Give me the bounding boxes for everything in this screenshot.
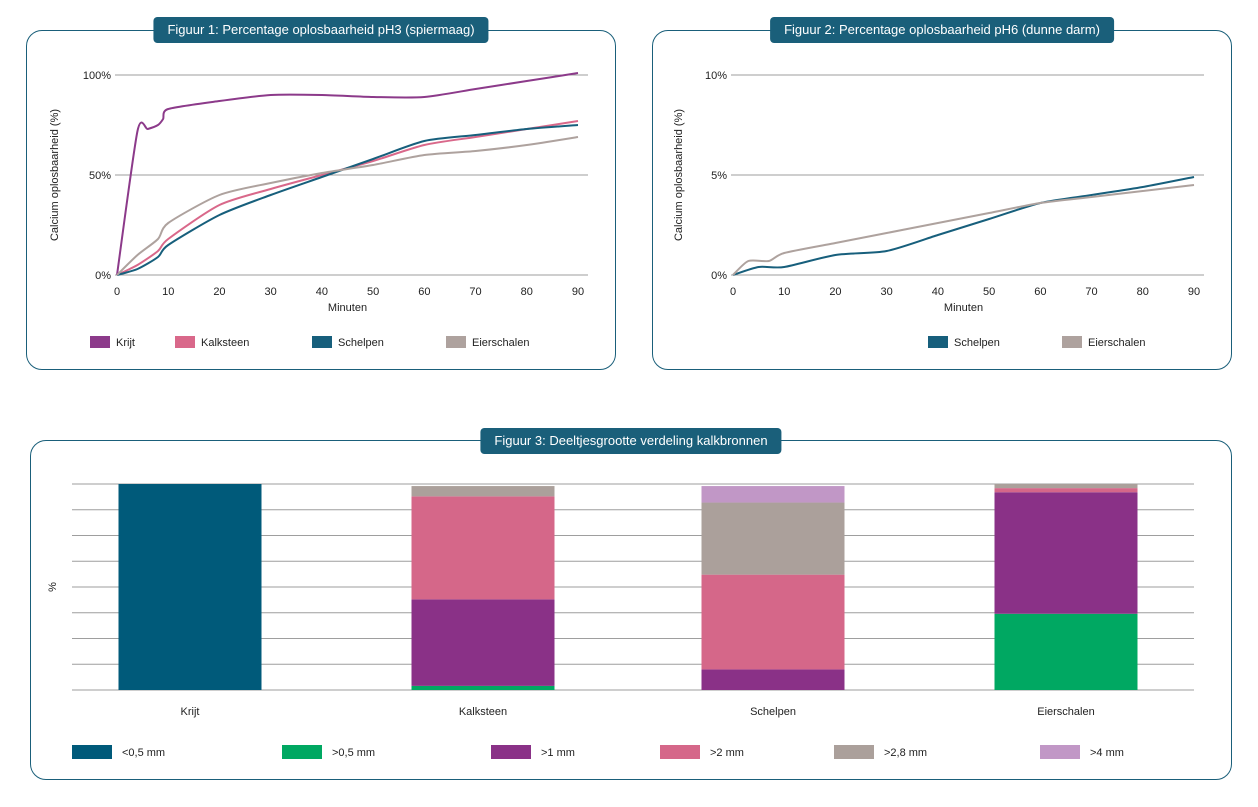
bar-segment-kalksteen-1-mm (411, 599, 555, 686)
x-tick-label: 60 (1034, 286, 1046, 298)
x-tick-label: 50 (367, 286, 379, 298)
bar-segment-eierschalen-1-mm (994, 492, 1138, 614)
y-tick-label: 50% (89, 170, 111, 182)
bar-segment-schelpen-2-mm (701, 574, 845, 670)
x-tick-label: 40 (316, 286, 328, 298)
bar-segment-eierschalen-2-mm (994, 488, 1138, 493)
legend-label-2-8-mm: >2,8 mm (884, 747, 927, 759)
legend-swatch-krijt (90, 336, 110, 348)
legend-label-schelpen: Schelpen (954, 337, 1000, 349)
series-line-schelpen (116, 124, 579, 276)
x-axis-label: Minuten (944, 302, 983, 314)
legend-swatch-2-mm (660, 745, 700, 759)
x-tick-label: 0 (114, 286, 120, 298)
bar-segment-schelpen-4-mm (701, 486, 845, 503)
figure-3-title: Figuur 3: Deeltjesgrootte verdeling kalk… (480, 428, 782, 454)
legend-label-0-5-mm: <0,5 mm (122, 747, 165, 759)
legend-label-4-mm: >4 mm (1090, 747, 1124, 759)
x-tick-label: 30 (881, 286, 893, 298)
legend-swatch-0-5-mm (72, 745, 112, 759)
legend-label-2-mm: >2 mm (710, 747, 744, 759)
x-tick-label: 50 (983, 286, 995, 298)
legend-swatch-2-8-mm (834, 745, 874, 759)
x-tick-label: 10 (162, 286, 174, 298)
x-tick-label: 90 (572, 286, 584, 298)
figure-2-title: Figuur 2: Percentage oplosbaarheid pH6 (… (770, 17, 1114, 43)
x-tick-label: 40 (932, 286, 944, 298)
x-tick-label: 70 (469, 286, 481, 298)
y-tick-label: 100% (83, 70, 111, 82)
x-tick-label: Schelpen (750, 706, 796, 718)
legend-label-eierschalen: Eierschalen (472, 337, 529, 349)
x-axis-label: Minuten (328, 302, 367, 314)
legend-swatch-kalksteen (175, 336, 195, 348)
y-tick-label: 10% (705, 70, 727, 82)
bar-segment-schelpen-1-mm (701, 669, 845, 690)
legend-swatch-4-mm (1040, 745, 1080, 759)
legend-swatch-eierschalen (446, 336, 466, 348)
figure-1-title: Figuur 1: Percentage oplosbaarheid pH3 (… (153, 17, 489, 43)
x-tick-label: 80 (521, 286, 533, 298)
y-axis-label: Calcium oplosbaarheid (%) (49, 109, 61, 241)
legend-swatch-schelpen (928, 336, 948, 348)
legend-label-kalksteen: Kalksteen (201, 337, 249, 349)
legend-swatch-eierschalen (1062, 336, 1082, 348)
x-tick-label: 90 (1188, 286, 1200, 298)
x-tick-label: Krijt (181, 706, 200, 718)
x-tick-label: 60 (418, 286, 430, 298)
legend-swatch-0-5-mm (282, 745, 322, 759)
x-tick-label: 10 (778, 286, 790, 298)
x-tick-label: Kalksteen (459, 706, 507, 718)
y-axis-label: Calcium oplosbaarheid (%) (673, 109, 685, 241)
legend-label-krijt: Krijt (116, 337, 135, 349)
bar-segment-schelpen-2-8-mm (701, 502, 845, 575)
legend-label-1-mm: >1 mm (541, 747, 575, 759)
y-axis-label: % (47, 582, 59, 592)
legend-swatch-schelpen (312, 336, 332, 348)
series-line-eierschalen (732, 184, 1195, 276)
x-tick-label: 20 (829, 286, 841, 298)
bar-segment-eierschalen-2-8-mm (994, 484, 1138, 489)
legend-label-schelpen: Schelpen (338, 337, 384, 349)
bar-segment-krijt-0-5-mm (118, 484, 262, 690)
y-tick-label: 0% (95, 270, 111, 282)
x-tick-label: 20 (213, 286, 225, 298)
x-tick-label: Eierschalen (1037, 706, 1094, 718)
series-line-schelpen (732, 176, 1195, 276)
y-tick-label: 0% (711, 270, 727, 282)
x-tick-label: 30 (265, 286, 277, 298)
series-line-krijt (116, 72, 579, 276)
x-tick-label: 0 (730, 286, 736, 298)
series-line-eierschalen (116, 136, 579, 276)
bar-segment-kalksteen-0-5-mm (411, 685, 555, 690)
series-line-kalksteen (116, 120, 579, 276)
x-tick-label: 80 (1137, 286, 1149, 298)
bar-segment-kalksteen-2-8-mm (411, 486, 555, 497)
x-tick-label: 70 (1085, 286, 1097, 298)
legend-swatch-1-mm (491, 745, 531, 759)
legend-label-0-5-mm: >0,5 mm (332, 747, 375, 759)
legend-label-eierschalen: Eierschalen (1088, 337, 1145, 349)
bar-segment-kalksteen-2-mm (411, 496, 555, 600)
bar-segment-eierschalen-0-5-mm (994, 613, 1138, 690)
y-tick-label: 5% (711, 170, 727, 182)
